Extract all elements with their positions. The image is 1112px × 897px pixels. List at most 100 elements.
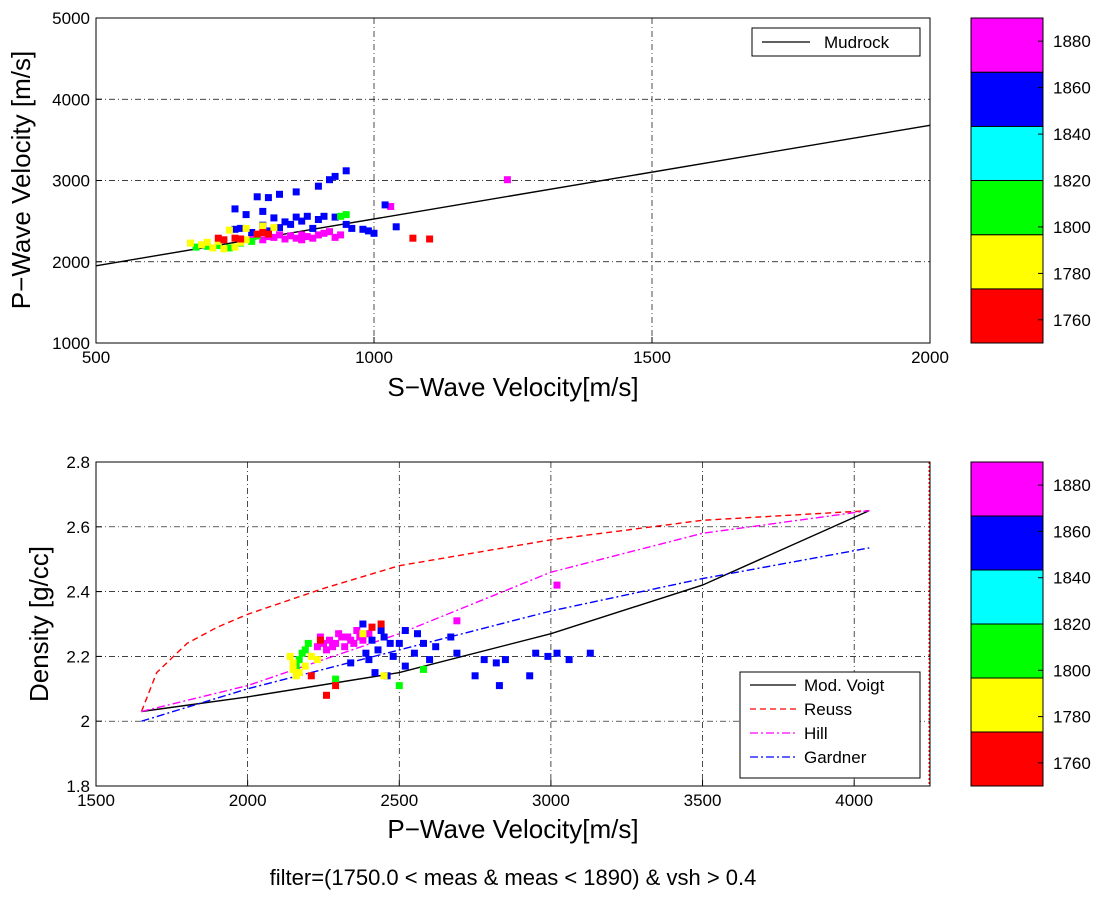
top-scatter-point-8 [259,236,267,244]
top-scatter-point-12 [298,231,306,239]
top-colorbar-tick-label-5: 1860 [1053,79,1091,98]
bottom-scatter-point-37 [389,652,397,660]
bottom-scatter-point-41 [359,620,367,628]
top-scatter-point-35 [342,220,350,228]
top-scatter-point-10 [337,231,345,239]
top-scatter-point-46 [331,213,339,221]
bottom-scatter-point-56 [304,639,312,647]
bottom-scatter-point-62 [289,659,297,667]
bottom-xtick-label-3: 3000 [532,791,570,810]
top-scatter-point-13 [287,232,295,240]
top-scatter-point-71 [242,224,250,232]
top-scatter-point-7 [270,233,278,241]
bottom-scatter-point-10 [341,643,349,651]
top-ytick-label-2: 3000 [52,172,90,191]
bottom-scatter-point-12 [359,636,367,644]
bottom-scatter-point-53 [420,665,427,673]
bottom-scatter-point-36 [395,639,403,647]
top-scatter-point-72 [259,222,267,230]
bottom-scatter-point-40 [365,656,373,664]
top-colorbar-tick-label-1: 1780 [1053,264,1091,283]
top-colorbar-tick-label-6: 1880 [1053,32,1091,51]
bottom-scatter-point-46 [377,627,385,634]
top-scatter-point-36 [359,225,367,233]
bottom-scatter-point-55 [332,675,340,683]
top-scatter-point-5 [292,234,300,242]
bottom-scatter-point-38 [380,633,388,641]
top-ytick-label-0: 1000 [52,334,90,353]
top-colorbar-segment-2 [970,180,1044,236]
bottom-scatter-point-65 [301,662,309,670]
top-scatter-point-38 [381,201,389,209]
top-scatter-point-66 [220,245,228,253]
top-lines [95,124,931,267]
top-colorbar-segment-0 [970,288,1044,344]
top-scatter-point-81 [237,235,245,243]
bottom-scatter-point-73 [377,620,385,628]
top-scatter-point-6 [281,235,289,243]
top-scatter-point-69 [242,236,250,244]
top-scatter-point-33 [303,212,311,220]
top-scatter-point-63 [187,239,194,247]
bottom-colorbar-segment-2 [970,623,1044,679]
bottom-colorbar-tick-label-1: 1780 [1053,708,1091,727]
top-scatter-point-21 [331,172,339,180]
bottom-legend-label-reuss: Reuss [804,700,852,719]
bottom-legend-label-hill: Hill [804,724,828,743]
top-scatter-point-64 [198,241,206,249]
bottom-colorbar-tick-label-5: 1860 [1053,522,1091,541]
top-scatter-point-1 [387,203,395,210]
top-colorbar-tick-label-0: 1760 [1053,311,1091,330]
top-scatter-point-17 [331,233,339,241]
top-scatter-point-84 [259,229,267,236]
top-x-axis-label: S−Wave Velocity[m/s] [387,372,638,402]
bottom-legend: Mod. Voigt Reuss Hill Gardner [739,671,921,779]
bottom-scatter-point-71 [323,691,330,699]
top-scatter-point-62 [337,212,345,220]
bottom-scatter-point-17 [353,627,361,634]
top-scatter-point-26 [264,194,272,202]
bottom-scatter-point-29 [471,672,479,680]
top-scatter-point-83 [264,230,272,238]
top-scatter-point-20 [342,167,350,175]
top-xtick-label-3: 2000 [911,348,949,367]
top-scatter-point-51 [231,225,239,233]
bottom-scatter-point-11 [350,639,358,647]
bottom-ticks: 1500 2000 2500 3000 3500 4000 1.8 2 2.2 2.4 2.6 2.8 [66,453,873,810]
top-xtick-label-2: 1500 [633,348,671,367]
colorbar-bottom: 1760 1780 1800 1820 1840 1860 1880 [970,461,1091,787]
bottom-scatter-point-43 [371,669,379,677]
bottom-scatter-point-60 [301,646,309,654]
top-colorbar-tick-label-2: 1800 [1053,218,1091,237]
top-scatter-point-16 [309,234,317,242]
bottom-scatter-point-35 [401,627,409,634]
bottom-ytick-label-5: 2.8 [66,453,90,472]
top-scatter-point-77 [426,235,434,243]
bottom-colorbar-segment-5 [970,461,1044,517]
top-scatter-point-44 [248,229,256,236]
bottom-scatter-point-47 [368,636,376,644]
top-colorbar-tick-label-3: 1820 [1053,172,1091,191]
top-scatter-point-25 [276,190,283,198]
top-scatter-point-78 [214,234,222,242]
bottom-ytick-label-1: 2 [81,712,90,731]
top-scatter-point-54 [342,211,350,219]
bottom-scatter-point-2 [365,630,373,638]
top-scatter-point-70 [225,226,233,234]
bottom-scatter-point-21 [565,656,573,664]
bottom-ytick-label-2: 2.2 [66,647,90,666]
bottom-scatter-point-16 [329,643,337,651]
top-scatter-point-49 [309,224,317,232]
top-scatter-point-19 [298,236,306,244]
top-xtick-label-0: 500 [82,348,110,367]
bottom-colorbar-segment-1 [970,677,1044,733]
bottom-ytick-label-4: 2.6 [66,518,90,537]
bottom-scatter-point-14 [335,630,343,638]
top-y-axis-label: P−Wave Velocity [m/s] [6,51,36,309]
top-scatter-point-39 [392,223,400,231]
bottom-scatter-point-20 [586,649,594,657]
bottom-scatter-point-76 [368,623,376,631]
top-scatter-point-73 [270,224,278,232]
bottom-scatter-point-34 [410,649,418,657]
